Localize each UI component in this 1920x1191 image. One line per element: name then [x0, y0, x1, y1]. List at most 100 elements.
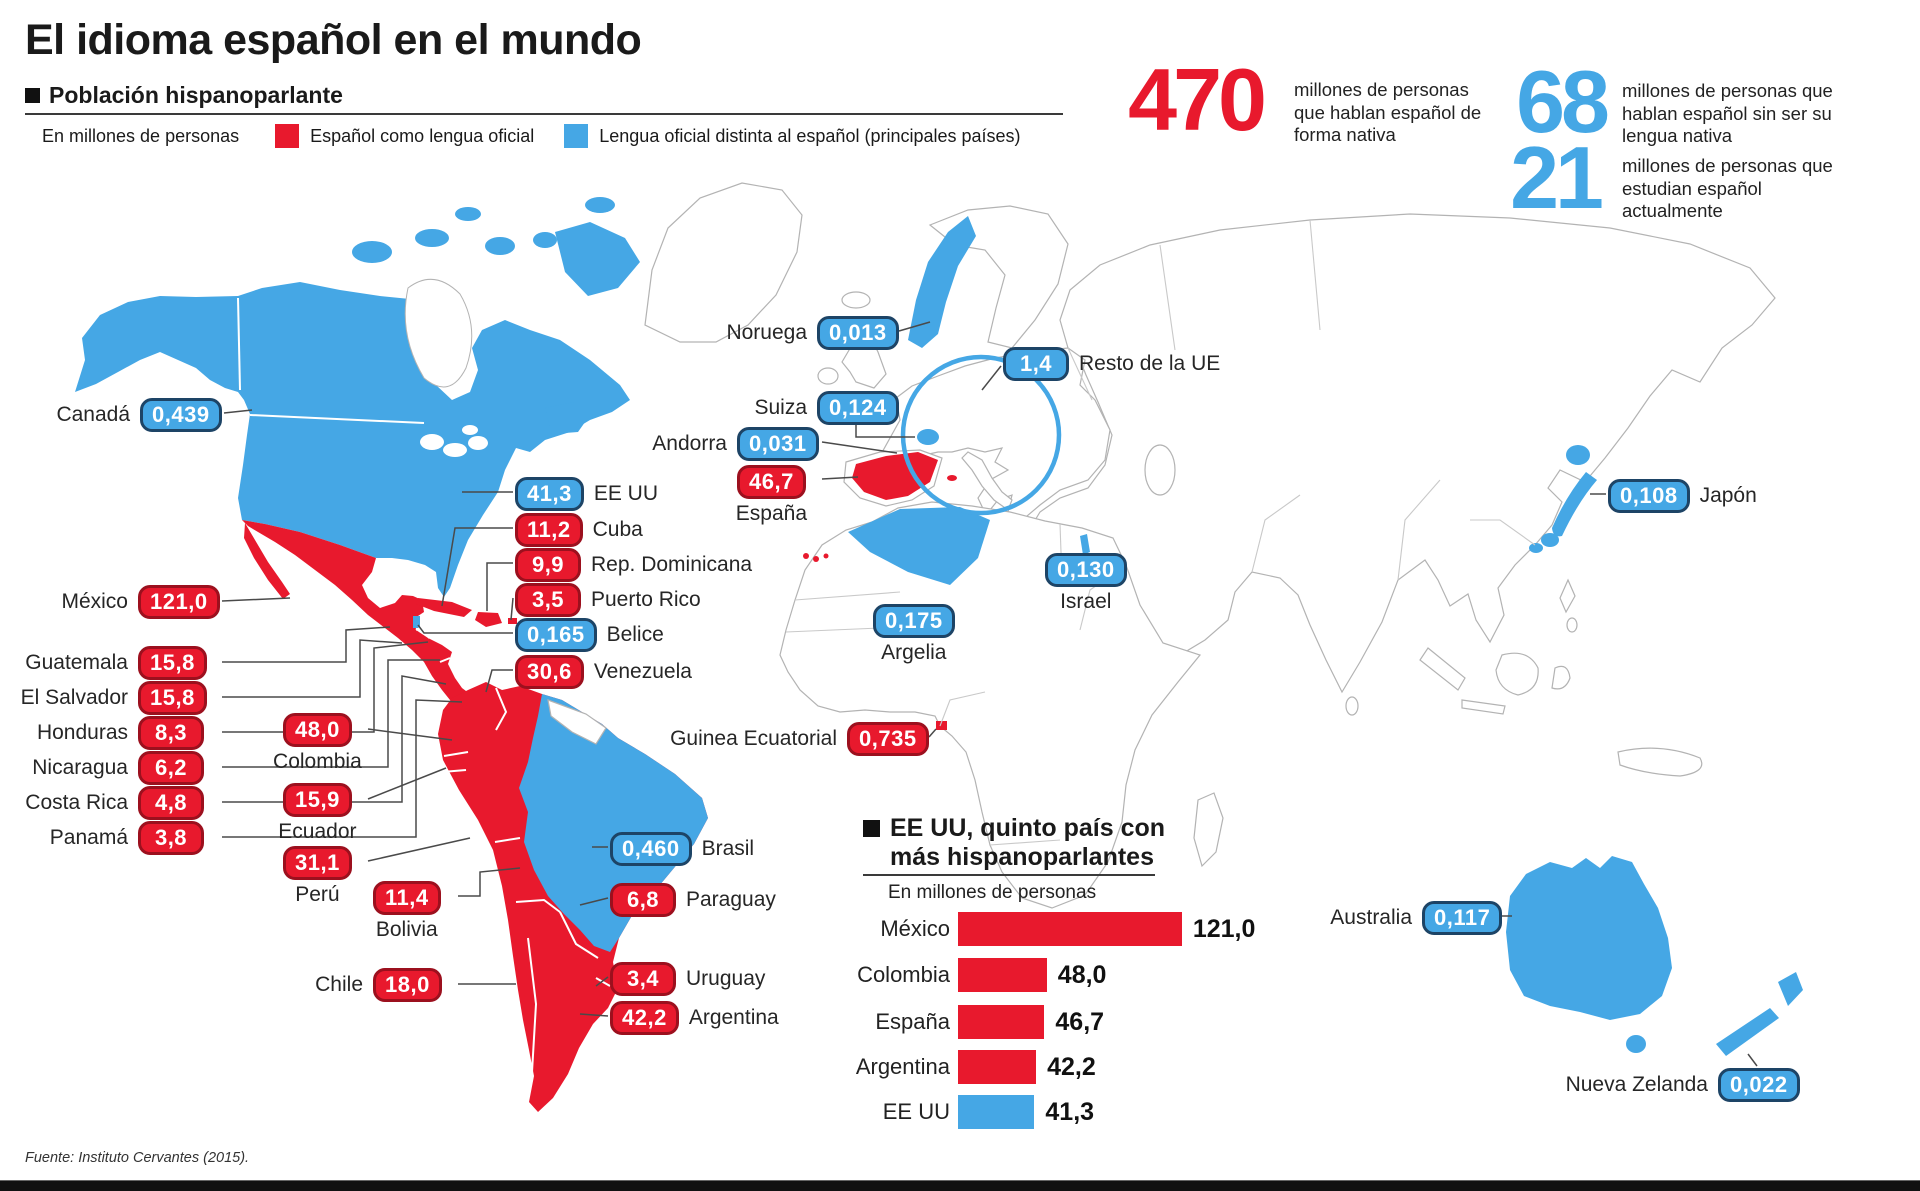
cuba-shape: [416, 598, 472, 617]
legend-unit-label: En millones de personas: [42, 125, 240, 146]
country-label: Panamá: [49, 826, 128, 849]
map-item-eeuu: 41,3 EE UU: [515, 477, 658, 511]
stat-students-text: millones de personas que estudian españo…: [1622, 155, 1833, 222]
iceland-shape: [841, 291, 871, 309]
country-borders: [785, 219, 1536, 846]
stat-non-native-text: millones de personas que hablan español …: [1622, 80, 1833, 147]
map-item-argentina: 42,2 Argentina: [610, 1001, 779, 1035]
country-label: Australia: [1330, 906, 1412, 929]
bar-colombia: [958, 958, 1047, 992]
value-badge: 3,4: [610, 962, 676, 996]
map-item-andorra: Andorra 0,031: [652, 427, 819, 461]
bar-label: España: [875, 1009, 950, 1034]
country-label: Puerto Rico: [591, 588, 701, 611]
value-badge: 3,8: [138, 821, 204, 855]
bar-espana: [958, 1005, 1045, 1039]
map-item-resto-ue: 1,4 Resto de la UE: [1003, 347, 1220, 381]
country-label: El Salvador: [20, 686, 128, 709]
map-item-mexico: México 121,0: [61, 585, 220, 619]
country-label: Guatemala: [25, 651, 128, 674]
map-item-guinea-ecuatorial: Guinea Ecuatorial 0,735: [670, 722, 929, 756]
country-label: Colombia: [273, 750, 362, 773]
value-badge: 18,0: [373, 968, 442, 1002]
map-item-australia: Australia 0,117: [1330, 901, 1503, 935]
value-badge: 0,031: [737, 427, 819, 461]
map-item-peru: 31,1 Perú: [283, 846, 352, 906]
country-label: Resto de la UE: [1079, 352, 1221, 375]
map-item-paraguay: 6,8 Paraguay: [610, 883, 776, 917]
country-label: Perú: [295, 883, 340, 906]
mexico-central-america-shape: [242, 520, 517, 714]
puerto-rico-shape: [508, 618, 517, 624]
header-rule: [25, 113, 1063, 115]
value-badge: 0,175: [873, 604, 955, 638]
map-item-rep-dominicana: 9,9 Rep. Dominicana: [515, 548, 752, 582]
map-item-colombia: 48,0 Colombia: [273, 713, 362, 773]
value-badge: 15,9: [283, 783, 352, 817]
country-label: Japón: [1699, 484, 1757, 507]
value-badge: 0,117: [1422, 901, 1503, 935]
country-label: Honduras: [36, 721, 128, 744]
bar-value: 121,0: [1192, 914, 1256, 943]
guinea-ecuatorial-shape: [936, 721, 947, 730]
bar-row-eeuu: EE UU 41,3: [790, 1095, 1094, 1129]
value-badge: 0,460: [610, 832, 692, 866]
map-item-puerto-rico: 3,5 Puerto Rico: [515, 583, 701, 617]
stat-native-text: millones de personas que hablan español …: [1294, 79, 1482, 146]
bar-eeuu: [958, 1095, 1035, 1129]
map-item-uruguay: 3,4 Uruguay: [610, 962, 765, 996]
value-badge: 15,8: [138, 646, 207, 680]
value-badge: 0,439: [140, 398, 222, 432]
map-item-nicaragua: Nicaragua 6,2: [32, 751, 204, 785]
baja-california-shape: [244, 523, 290, 599]
us-canada-border: [249, 414, 425, 424]
map-item-chile: Chile 18,0: [315, 968, 442, 1002]
country-label: Argentina: [688, 1006, 779, 1029]
value-badge: 11,2: [515, 513, 583, 547]
country-label: Guinea Ecuatorial: [670, 727, 837, 750]
map-item-honduras: Honduras 8,3: [37, 716, 204, 750]
value-badge: 0,124: [817, 391, 899, 425]
south-america-shape: [438, 682, 708, 1112]
stat-non-native-number: 68: [1516, 52, 1610, 151]
madagascar-shape: [1193, 792, 1224, 868]
map-item-guatemala: Guatemala 15,8: [25, 646, 207, 680]
legend: En millones de personas Español como len…: [42, 124, 1021, 148]
country-label: Nueva Zelanda: [1565, 1073, 1708, 1096]
espana-shape: [852, 452, 938, 500]
value-badge: 6,2: [138, 751, 204, 785]
source-credit: Fuente: Instituto Cervantes (2015).: [25, 1150, 250, 1166]
philippines-shape: [1559, 578, 1576, 614]
tasmania-shape: [1626, 1035, 1646, 1053]
australia-shape: [1506, 856, 1672, 1053]
country-label: Uruguay: [686, 967, 766, 990]
java-shape: [1461, 699, 1506, 715]
value-badge: 11,4: [373, 881, 441, 915]
bullet-square-icon: [25, 88, 40, 103]
bar-value: 42,2: [1047, 1052, 1096, 1081]
map-item-el-salvador: El Salvador 15,8: [21, 681, 207, 715]
map-item-ecuador: 15,9 Ecuador: [278, 783, 357, 843]
value-badge: 4,8: [138, 786, 204, 820]
bottom-bar: [0, 1180, 1920, 1191]
europe-mainland-shape: [879, 347, 1111, 523]
country-label: Costa Rica: [25, 791, 128, 814]
value-badge: 0,130: [1045, 553, 1127, 587]
stat-students-number: 21: [1510, 128, 1604, 227]
islands-shapes: [1419, 578, 1703, 777]
value-badge: 46,7: [737, 465, 806, 499]
value-badge: 15,8: [138, 681, 207, 715]
map-item-belice: 0,165 Belice: [515, 618, 664, 652]
bar-row-mexico: México 121,0: [790, 912, 1255, 946]
subtitle-label: Población hispanoparlante: [49, 82, 343, 108]
belice-shape: [413, 616, 420, 628]
bar-label: EE UU: [882, 1099, 950, 1124]
value-badge: 121,0: [138, 585, 220, 619]
value-badge: 41,3: [515, 477, 584, 511]
country-label: Nicaragua: [32, 756, 128, 779]
value-badge: 0,108: [1608, 479, 1690, 513]
value-badge: 0,013: [817, 316, 899, 350]
map-item-nueva-zelanda: Nueva Zelanda 0,022: [1566, 1068, 1800, 1102]
map-item-argelia: 0,175 Argelia: [873, 604, 955, 664]
